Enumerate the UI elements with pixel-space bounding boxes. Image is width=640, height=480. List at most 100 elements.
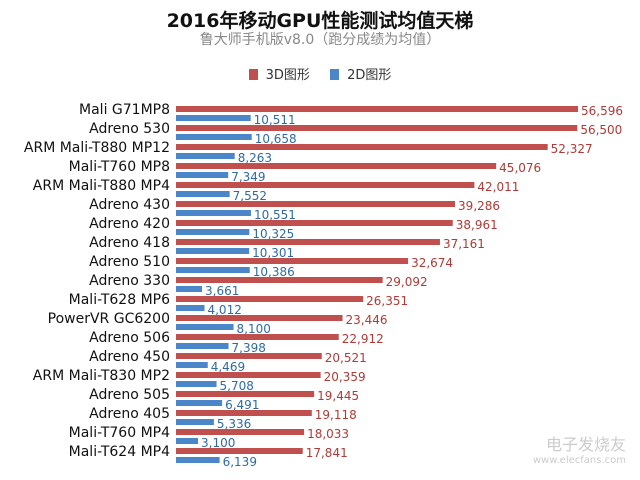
category-label: Mali G71MP8 bbox=[79, 102, 170, 118]
data-label-3d: 37,161 bbox=[443, 237, 485, 251]
data-label-3d: 22,912 bbox=[342, 332, 384, 346]
data-label-2d: 5,336 bbox=[217, 417, 251, 431]
category-label: Adreno 420 bbox=[89, 216, 170, 232]
data-label-2d: 4,469 bbox=[211, 360, 245, 374]
data-label-2d: 7,398 bbox=[232, 341, 266, 355]
category-label: ARM Mali-T830 MP2 bbox=[33, 368, 170, 384]
bar-2d bbox=[176, 362, 208, 368]
legend-item-3d: 3D图形 bbox=[248, 68, 310, 83]
category-label: Adreno 405 bbox=[89, 406, 170, 422]
bar-3d bbox=[176, 106, 578, 112]
bar-3d bbox=[176, 163, 497, 169]
data-label-3d: 29,092 bbox=[386, 275, 428, 289]
bar-3d bbox=[176, 125, 578, 131]
legend-label-3d: 3D图形 bbox=[265, 68, 310, 83]
bar-3d bbox=[176, 334, 339, 340]
bar-3d bbox=[176, 391, 315, 397]
data-label-3d: 38,961 bbox=[456, 218, 498, 232]
data-label-3d: 23,446 bbox=[346, 313, 388, 327]
category-label: ARM Mali-T880 MP12 bbox=[24, 140, 170, 156]
category-label: Mali-T760 MP4 bbox=[69, 425, 170, 441]
category-label: ARM Mali-T880 MP4 bbox=[33, 178, 170, 194]
bar-3d bbox=[176, 353, 322, 359]
bar-3d bbox=[176, 429, 305, 435]
bar-2d bbox=[176, 400, 223, 406]
category-label: Mali-T628 MP6 bbox=[69, 292, 170, 308]
bar-3d bbox=[176, 220, 453, 226]
bar-2d bbox=[176, 115, 251, 121]
data-label-3d: 39,286 bbox=[458, 199, 500, 213]
data-label-2d: 8,263 bbox=[238, 151, 272, 165]
chart-title: 2016年移动GPU性能测试均值天梯 bbox=[166, 10, 474, 32]
bar-2d bbox=[176, 229, 250, 235]
bar-2d bbox=[176, 419, 214, 425]
bar-2d bbox=[176, 172, 229, 178]
data-label-2d: 3,661 bbox=[205, 284, 239, 298]
category-label: PowerVR GC6200 bbox=[48, 311, 170, 327]
watermark-logo: 电子发烧友 www.elecfans.com bbox=[532, 435, 626, 466]
category-label: Adreno 505 bbox=[89, 387, 170, 403]
data-label-3d: 32,674 bbox=[411, 256, 453, 270]
bar-2d bbox=[176, 457, 220, 463]
bar-2d bbox=[176, 210, 251, 216]
category-label: Mali-T624 MP4 bbox=[69, 444, 170, 460]
data-label-2d: 10,511 bbox=[254, 113, 296, 127]
data-label-3d: 42,011 bbox=[477, 180, 519, 194]
bar-3d bbox=[176, 277, 383, 283]
data-label-3d: 56,596 bbox=[581, 104, 623, 118]
data-label-3d: 18,033 bbox=[307, 427, 349, 441]
data-label-3d: 19,445 bbox=[317, 389, 359, 403]
category-label: Adreno 506 bbox=[89, 330, 170, 346]
data-label-2d: 6,491 bbox=[225, 398, 259, 412]
data-label-2d: 10,301 bbox=[252, 246, 294, 260]
legend-label-2d: 2D图形 bbox=[347, 68, 392, 83]
category-label: Adreno 430 bbox=[89, 197, 170, 213]
data-label-3d: 26,351 bbox=[366, 294, 408, 308]
data-label-2d: 4,012 bbox=[207, 303, 241, 317]
bar-2d bbox=[176, 134, 252, 140]
data-label-2d: 6,139 bbox=[223, 455, 257, 469]
data-label-2d: 10,325 bbox=[252, 227, 294, 241]
bar-3d bbox=[176, 144, 548, 150]
data-label-2d: 7,349 bbox=[231, 170, 265, 184]
data-label-3d: 20,359 bbox=[324, 370, 366, 384]
chart-subtitle: 鲁大师手机版v8.0（跑分成绩为均值） bbox=[199, 32, 441, 48]
bar-3d bbox=[176, 410, 312, 416]
category-label: Adreno 450 bbox=[89, 349, 170, 365]
data-label-2d: 8,100 bbox=[237, 322, 271, 336]
bar-2d bbox=[176, 248, 250, 254]
data-label-2d: 10,386 bbox=[253, 265, 295, 279]
legend-item-2d: 2D图形 bbox=[330, 68, 391, 83]
bar-3d bbox=[176, 448, 303, 454]
data-label-3d: 19,118 bbox=[315, 408, 357, 422]
bar-2d bbox=[176, 381, 217, 387]
bar-3d bbox=[176, 258, 409, 264]
category-label: Adreno 510 bbox=[89, 254, 170, 270]
data-label-2d: 3,100 bbox=[201, 436, 235, 450]
bar-2d bbox=[176, 267, 250, 273]
bar-3d bbox=[176, 315, 343, 321]
category-label: Adreno 418 bbox=[89, 235, 170, 251]
data-label-3d: 52,327 bbox=[551, 142, 593, 156]
legend-swatch-3d bbox=[248, 69, 258, 80]
data-label-2d: 7,552 bbox=[233, 189, 267, 203]
bar-2d bbox=[176, 305, 205, 311]
data-label-3d: 17,841 bbox=[306, 446, 348, 460]
data-label-3d: 56,500 bbox=[580, 123, 622, 137]
bar-2d bbox=[176, 286, 203, 292]
data-label-3d: 45,076 bbox=[499, 161, 541, 175]
legend: 3D图形 2D图形 bbox=[0, 64, 640, 83]
bar-2d bbox=[176, 153, 235, 159]
data-label-3d: 20,521 bbox=[325, 351, 367, 365]
bar-2d bbox=[176, 343, 229, 349]
category-label: Adreno 330 bbox=[89, 273, 170, 289]
data-label-2d: 5,708 bbox=[220, 379, 254, 393]
bar-3d bbox=[176, 372, 321, 378]
bar-3d bbox=[176, 296, 364, 302]
bar-3d bbox=[176, 239, 440, 245]
bar-3d bbox=[176, 182, 475, 188]
category-label: Mali-T760 MP8 bbox=[69, 159, 170, 175]
legend-swatch-2d bbox=[330, 69, 340, 80]
